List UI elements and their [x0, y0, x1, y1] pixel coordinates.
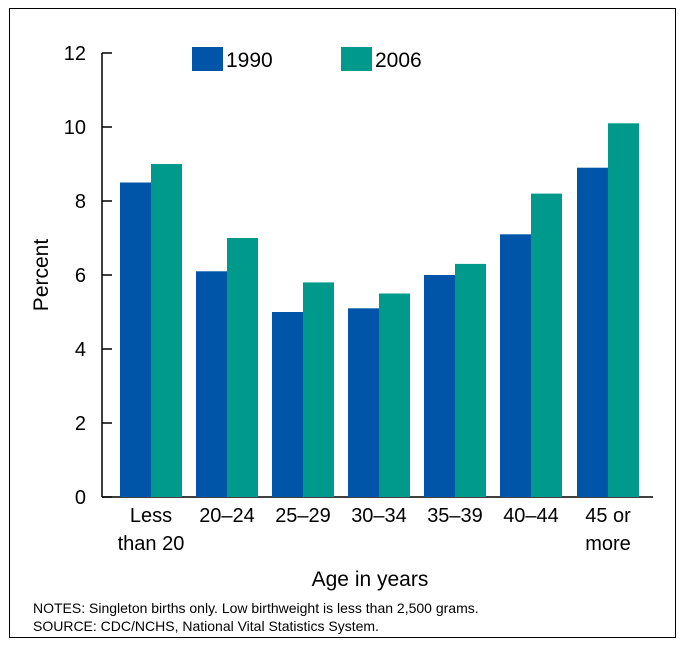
bar-2006-2	[303, 282, 334, 497]
y-tick-label: 6	[75, 265, 86, 287]
bar-1990-1	[196, 271, 227, 497]
bar-1990-2	[272, 312, 303, 497]
x-tick-label: than 20	[118, 533, 185, 555]
x-tick-label: 20–24	[199, 505, 255, 527]
notes-text: NOTES: Singleton births only. Low birthw…	[33, 600, 479, 616]
x-tick-label: more	[585, 533, 631, 555]
bar-2006-1	[227, 238, 258, 497]
x-tick-label: 25–29	[275, 505, 331, 527]
bar-1990-5	[500, 234, 531, 498]
bar-1990-3	[348, 308, 379, 497]
x-tick-label: 30–34	[351, 505, 407, 527]
bar-1990-6	[577, 167, 608, 497]
x-tick-label: 35–39	[427, 505, 483, 527]
bar-1990-4	[424, 275, 455, 497]
y-tick-label: 8	[75, 191, 86, 213]
legend-label-1990: 1990	[226, 49, 273, 72]
bar-1990-0	[120, 182, 151, 497]
y-tick-label: 4	[75, 339, 86, 361]
legend-swatch-1990	[192, 47, 223, 71]
legend-swatch-2006	[341, 47, 372, 71]
legend-label-2006: 2006	[375, 49, 422, 72]
bar-2006-4	[455, 263, 486, 497]
x-tick-label: Less	[130, 505, 172, 527]
y-tick-label: 0	[75, 487, 86, 509]
bar-2006-3	[379, 293, 410, 497]
source-text: SOURCE: CDC/NCHS, National Vital Statist…	[33, 618, 379, 634]
bar-2006-5	[531, 193, 562, 497]
x-axis-label: Age in years	[312, 568, 429, 591]
notes-section: NOTES: Singleton births only. Low birthw…	[33, 599, 673, 635]
bar-2006-6	[608, 123, 639, 498]
y-axis-label: Percent	[30, 239, 53, 312]
y-tick-label: 12	[64, 43, 86, 65]
y-tick-label: 10	[64, 117, 86, 139]
x-tick-label: 40–44	[503, 505, 559, 527]
x-tick-label: 45 or	[585, 505, 631, 527]
bar-2006-0	[151, 164, 182, 497]
y-tick-label: 2	[75, 413, 86, 435]
